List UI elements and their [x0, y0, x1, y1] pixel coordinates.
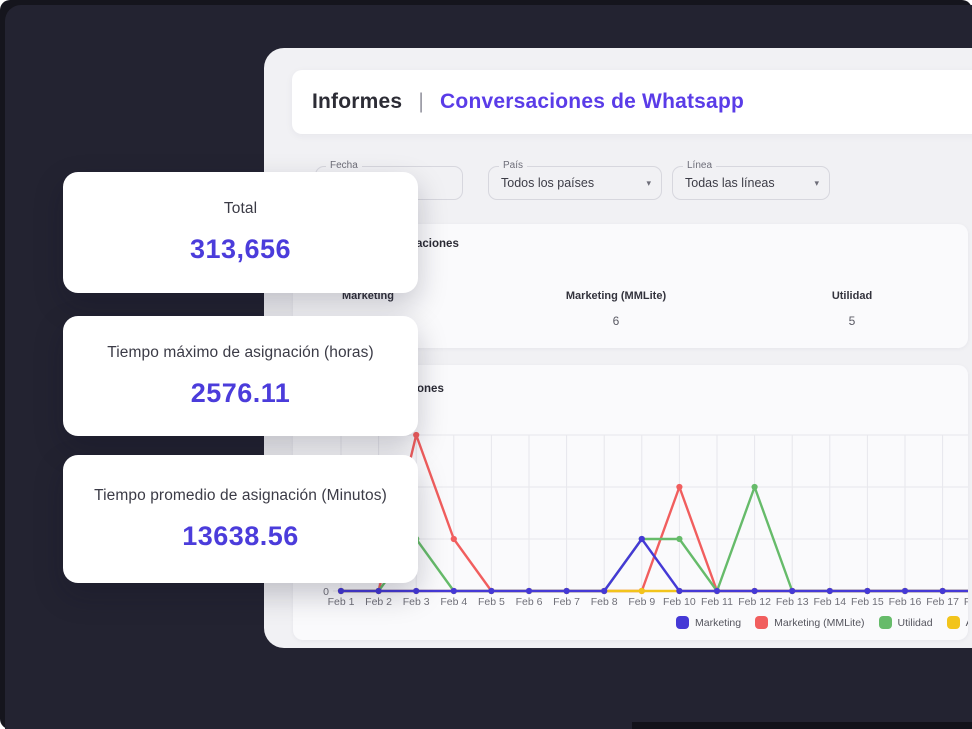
page-title: Informes | Conversaciones de Whatsapp: [312, 90, 744, 114]
stat-label: Tiempo máximo de asignación (horas): [107, 343, 374, 361]
svg-text:Feb 9: Feb 9: [628, 596, 655, 608]
legend-swatch-icon: [755, 616, 769, 629]
svg-text:Feb 14: Feb 14: [813, 596, 846, 608]
svg-text:Feb 12: Feb 12: [738, 596, 771, 608]
svg-text:Feb 13: Feb 13: [776, 596, 809, 608]
stat-card-avg-assignment-time: Tiempo promedio de asignación (Minutos) …: [63, 455, 418, 583]
stat-label: Tiempo promedio de asignación (Minutos): [94, 486, 387, 504]
summary-column-marketing-mmlite: Marketing (MMLite) 6: [566, 290, 666, 328]
svg-text:Feb 3: Feb 3: [403, 596, 430, 608]
svg-text:Feb 15: Feb 15: [851, 596, 884, 608]
stat-card-total: Total 313,656: [63, 172, 418, 293]
legend-label: Autenticación: [966, 617, 968, 629]
column-header: Utilidad: [831, 290, 873, 302]
column-value: 6: [612, 314, 620, 328]
line-filter-select[interactable]: Línea Todas las líneas ▾: [672, 160, 830, 200]
svg-text:Feb 4: Feb 4: [440, 596, 467, 608]
country-filter-select[interactable]: País Todos los países ▾: [488, 160, 662, 200]
chevron-down-icon: ▾: [814, 177, 819, 188]
svg-text:Feb 11: Feb 11: [701, 596, 733, 608]
svg-text:Feb 17: Feb 17: [926, 596, 959, 608]
stat-label: Total: [223, 200, 258, 217]
page-header: Informes | Conversaciones de Whatsapp: [292, 70, 972, 134]
legend-item[interactable]: Utilidad: [878, 616, 933, 629]
legend-swatch-icon: [676, 616, 689, 629]
country-filter-value: Todos los países: [501, 176, 595, 190]
column-header: Marketing: [342, 290, 394, 302]
stat-card-max-assignment-time: Tiempo máximo de asignación (horas) 2576…: [63, 316, 418, 436]
legend-swatch-icon: [878, 616, 892, 629]
summary-column-utilidad: Utilidad 5: [832, 290, 872, 328]
svg-text:Feb 8: Feb 8: [591, 596, 618, 608]
line-filter-label: Línea: [683, 160, 717, 172]
page-title-report-name: Conversaciones de Whatsapp: [440, 90, 744, 113]
stat-value: 2576.11: [190, 377, 291, 408]
column-value: 5: [848, 314, 856, 328]
stat-value: 13638.56: [182, 520, 299, 551]
svg-text:Feb 7: Feb 7: [553, 596, 580, 608]
svg-text:Feb 16: Feb 16: [889, 596, 922, 608]
page-title-separator: |: [418, 90, 424, 113]
column-header: Marketing (MMLite): [565, 290, 667, 302]
chart-legend: Marketing Marketing (MMLite) Utilidad Auten…: [676, 616, 968, 629]
svg-text:Feb 10: Feb 10: [663, 596, 696, 608]
svg-text:Feb 1: Feb 1: [328, 596, 355, 608]
legend-label: Marketing: [695, 616, 742, 629]
legend-item[interactable]: Marketing (MMLite): [755, 616, 865, 629]
svg-text:Feb 6: Feb 6: [516, 596, 543, 608]
stat-value: 313,656: [189, 234, 292, 264]
legend-item[interactable]: Autenticación: [946, 616, 968, 629]
summary-column-marketing: Marketing: [342, 290, 394, 314]
country-filter-label: País: [499, 160, 528, 172]
page-title-section: Informes: [312, 90, 403, 113]
legend-item[interactable]: Marketing: [676, 616, 741, 629]
svg-text:Feb 18: Feb 18: [964, 596, 968, 608]
legend-swatch-icon: [946, 616, 960, 629]
date-filter-label: Fecha: [326, 160, 362, 172]
svg-text:Feb 5: Feb 5: [478, 596, 505, 608]
bottom-edge-shadow: [632, 722, 972, 729]
line-filter-value: Todas las líneas: [685, 176, 775, 190]
svg-text:0: 0: [323, 586, 329, 598]
chevron-down-icon: ▾: [646, 177, 651, 188]
svg-text:Feb 2: Feb 2: [365, 596, 392, 608]
legend-label: Utilidad: [897, 616, 933, 629]
legend-label: Marketing (MMLite): [774, 616, 865, 629]
